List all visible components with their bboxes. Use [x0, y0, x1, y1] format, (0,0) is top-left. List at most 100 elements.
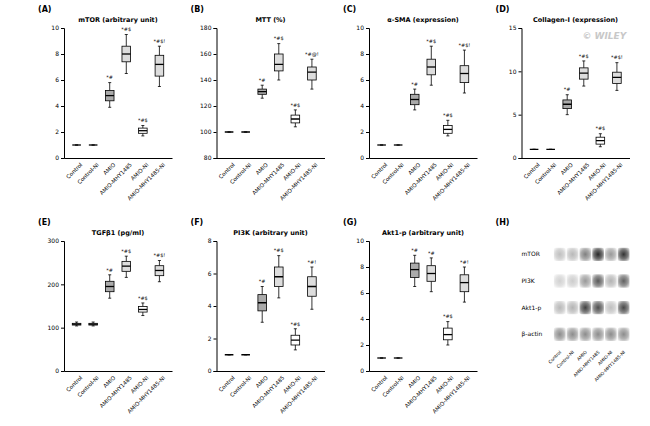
x-axis: ControlControl-NIAMIOAMIO-MHY1485AMIO-NI…: [370, 371, 478, 415]
whisker-low: [414, 105, 415, 110]
panel: (G)Akt1-p (arbitrary unit)*#*#*#$*#!0246…: [343, 218, 478, 415]
row-label: PI3K: [522, 277, 536, 284]
whisker-high: [447, 120, 448, 125]
blot-band: [554, 248, 566, 261]
panel: (D)Collagen-I (expression)*#*#$*#$*#$!05…: [496, 5, 631, 202]
blot-band: [605, 274, 617, 287]
x-tick-label: Control-NI: [534, 161, 558, 185]
x-tick: AMIO-MHY1485-NI: [279, 158, 319, 202]
y-axis-line: [61, 242, 65, 372]
whisker-low: [278, 287, 279, 298]
cap-high: [108, 274, 111, 275]
y-tick-mark: [366, 28, 369, 29]
cap-high: [463, 267, 466, 268]
cap-high: [108, 82, 111, 83]
median: [89, 144, 98, 145]
y-tick-label: 10: [509, 68, 517, 75]
x-tick-label: AMIO-MHY1485-NI: [431, 161, 471, 201]
y-tick-label: 200: [48, 281, 60, 288]
y-axis: 0100200300: [48, 237, 65, 374]
whisker-high: [583, 61, 584, 68]
y-tick: 300: [48, 237, 64, 244]
median: [427, 66, 436, 67]
y-tick-label: 4: [360, 315, 364, 322]
y-tick-mark: [214, 106, 217, 107]
box-body: [291, 335, 300, 345]
y-tick-mark: [214, 339, 217, 340]
whisker-low: [295, 345, 296, 350]
median: [377, 144, 386, 145]
whisker-high: [414, 255, 415, 263]
median: [291, 339, 300, 340]
y-axis: 051015: [509, 24, 522, 161]
panel: (A)mTOR (arbitrary unit)*#*#$*#$*#$!0246…: [38, 5, 173, 202]
y-tick-label: 15: [509, 24, 517, 31]
y-tick-mark: [366, 80, 369, 81]
y-tick: 6: [360, 76, 369, 83]
box: [563, 95, 572, 115]
y-tick-label: 10: [356, 24, 364, 31]
annotation: *#!: [308, 259, 317, 265]
annotation: *#: [106, 74, 113, 80]
annotation: *#$!: [611, 54, 623, 60]
whisker-high: [159, 261, 160, 266]
box-body: [579, 68, 588, 79]
y-tick: 4: [360, 102, 369, 109]
x-tick-label: Control-NI: [76, 161, 100, 185]
blot-band: [618, 248, 630, 261]
box: [105, 83, 114, 108]
x-axis: ControlControl-NIAMIOAMIO-MHY1485AMIO-NI…: [217, 158, 325, 202]
panel: (E)TGFβ1 (pg/ml)*#*#$*#$*#$!0100200300Co…: [38, 218, 173, 415]
cap-high: [310, 267, 313, 268]
box-body: [410, 94, 419, 104]
cap-low: [294, 126, 297, 127]
whisker-low: [464, 83, 465, 93]
box: [139, 303, 148, 316]
box-body: [394, 145, 403, 146]
y-tick: 0: [360, 154, 369, 161]
box: [444, 120, 453, 136]
cap-high: [158, 260, 161, 261]
y-tick-label: 8: [360, 50, 364, 57]
column-label: AMIO-MHY1485: [572, 350, 600, 378]
median: [410, 269, 419, 270]
box-body: [563, 100, 572, 109]
x-axis: ControlControl-NIAMIOAMIO-MHY1485AMIO-NI…: [370, 158, 478, 202]
chart-title: MTT (%): [255, 16, 285, 24]
y-tick-label: 8: [55, 50, 59, 57]
x-tick: AMIO-MHY1485: [99, 371, 134, 409]
median: [377, 357, 386, 358]
whisker-high: [600, 134, 601, 137]
whisker-high: [431, 258, 432, 266]
annotation: *#$: [290, 321, 300, 327]
box: [105, 275, 114, 298]
y-tick: 200: [48, 281, 64, 288]
whisker-high: [109, 275, 110, 282]
box: [579, 61, 588, 86]
x-tick-label: AMIO-MHY1485: [251, 161, 286, 196]
box: [427, 46, 436, 85]
x-tick: AMIO-MHY1485: [404, 158, 439, 196]
annotation: *#: [428, 250, 435, 256]
whisker-low: [159, 76, 160, 86]
box-body: [460, 66, 469, 83]
annotation: *#$!: [458, 42, 470, 48]
blot-band: [554, 301, 566, 314]
annotation: *#$: [121, 26, 131, 32]
y-tick-mark: [366, 267, 369, 268]
cap-low: [463, 302, 466, 303]
box-body: [122, 261, 131, 271]
annotation: *#$: [138, 117, 148, 123]
median: [563, 104, 572, 105]
box: [308, 267, 317, 309]
box-body: [72, 323, 81, 325]
plot-area: [377, 255, 468, 358]
cap-low: [413, 286, 416, 287]
x-tick: AMIO-MHY1485-NI: [584, 158, 624, 202]
y-axis: 0246810: [51, 24, 64, 161]
x-tick: AMIO-MHY1485-NI: [279, 371, 319, 415]
y-tick-mark: [519, 28, 522, 29]
x-tick: Control-NI: [76, 371, 100, 398]
y-tick-label: 140: [200, 76, 212, 83]
cap-high: [261, 85, 264, 86]
